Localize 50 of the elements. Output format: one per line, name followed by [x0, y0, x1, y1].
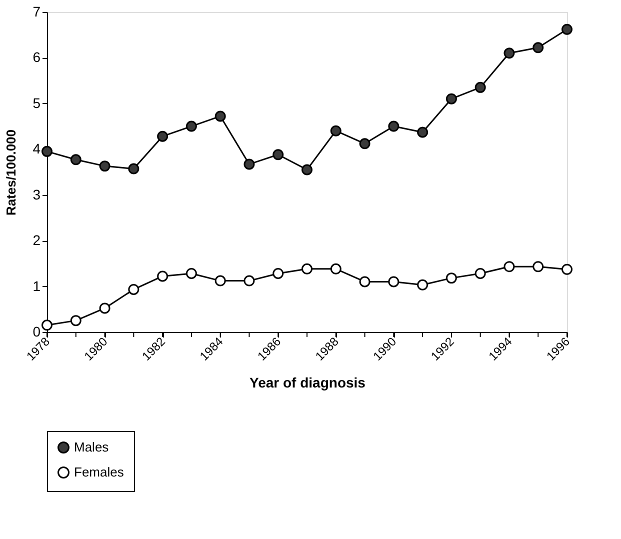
y-tick-label: 4	[32, 140, 41, 157]
point	[244, 158, 255, 170]
point	[272, 268, 284, 279]
y-tick-label: 0	[32, 324, 41, 340]
point	[99, 302, 110, 314]
point	[214, 275, 226, 286]
point	[42, 146, 52, 157]
point	[186, 268, 197, 279]
point	[70, 154, 82, 166]
y-tick-label: 3	[32, 186, 41, 202]
point	[99, 160, 110, 172]
point	[446, 93, 457, 104]
point	[157, 270, 168, 282]
point	[330, 125, 342, 136]
point	[330, 263, 342, 274]
point	[128, 284, 140, 295]
y-axis-title: Rates/100.000	[4, 129, 19, 216]
point	[562, 264, 572, 275]
point	[157, 130, 168, 142]
legend-label: Females	[74, 464, 124, 480]
point	[532, 42, 544, 54]
point	[417, 126, 428, 138]
point	[562, 24, 572, 35]
point	[42, 320, 52, 331]
y-tick-label: 6	[32, 49, 41, 66]
y-tick-label: 7	[32, 4, 41, 20]
point	[128, 163, 140, 174]
point	[70, 315, 82, 326]
point	[474, 268, 486, 279]
point	[359, 276, 370, 288]
point	[186, 120, 197, 132]
point	[302, 164, 312, 176]
point	[446, 272, 457, 284]
point	[272, 149, 284, 160]
point	[214, 110, 226, 122]
point	[302, 263, 312, 274]
legend-label: Males	[74, 440, 110, 454]
point	[388, 276, 400, 288]
y-tick-label: 5	[32, 94, 41, 111]
y-tick-label: 1	[32, 278, 41, 294]
point	[504, 48, 515, 59]
point	[359, 138, 370, 150]
point	[388, 120, 400, 132]
point	[417, 279, 428, 290]
point	[504, 261, 515, 272]
point	[244, 275, 255, 286]
point	[532, 261, 544, 272]
x-axis-title: Year of diagnosis	[250, 374, 366, 391]
point	[474, 82, 486, 93]
y-tick-label: 2	[32, 232, 41, 248]
